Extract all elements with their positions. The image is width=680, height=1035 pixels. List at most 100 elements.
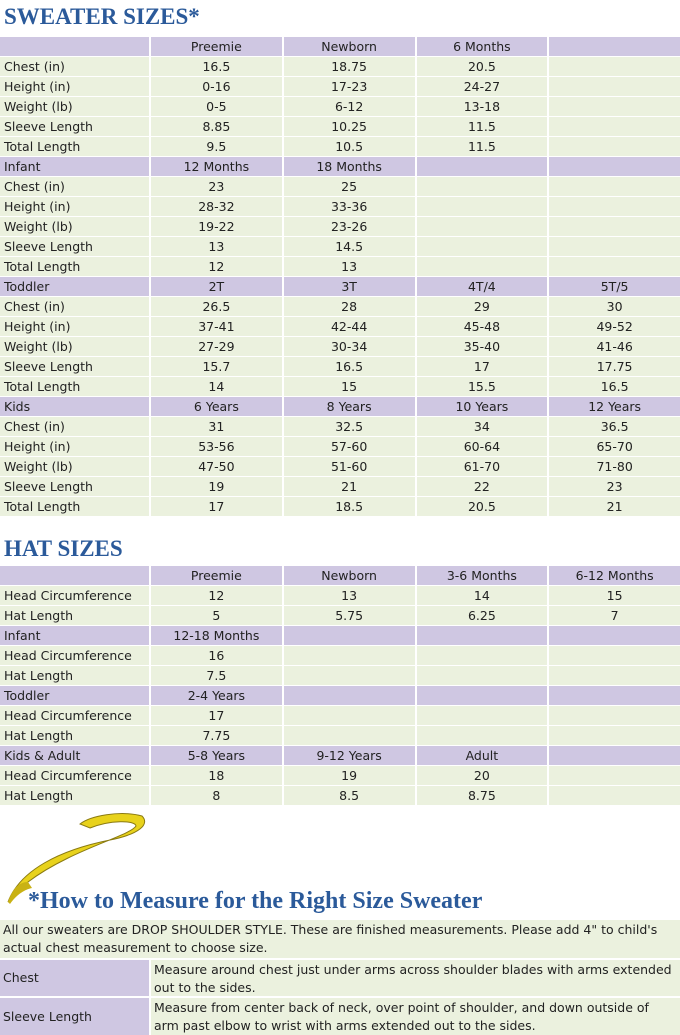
value-cell: 10.5 xyxy=(283,137,415,156)
row-label: Height (in) xyxy=(0,317,149,336)
value-cell: 11.5 xyxy=(416,117,548,136)
value-cell: 65-70 xyxy=(549,437,680,456)
value-cell: 17 xyxy=(151,497,282,516)
row-label: Chest (in) xyxy=(0,417,149,436)
row-label: Chest (in) xyxy=(0,177,149,196)
size-header: Adult xyxy=(416,746,548,765)
size-header xyxy=(416,626,548,645)
value-cell: 32.5 xyxy=(283,417,415,436)
value-cell xyxy=(416,706,548,725)
value-cell xyxy=(549,726,680,745)
value-cell: 11.5 xyxy=(416,137,548,156)
size-header: 12 Years xyxy=(549,397,680,416)
size-header: 12 Months xyxy=(151,157,282,176)
measure-row: Sleeve Length Measure from center back of… xyxy=(0,998,680,1035)
value-cell: 8.75 xyxy=(416,786,548,805)
row-label: Total Length xyxy=(0,137,149,156)
value-cell: 47-50 xyxy=(151,457,282,476)
size-header: Newborn xyxy=(283,566,415,585)
value-cell: 7 xyxy=(549,606,680,625)
size-header xyxy=(283,626,415,645)
value-cell: 18.5 xyxy=(283,497,415,516)
value-cell: 26.5 xyxy=(151,297,282,316)
group-label xyxy=(0,37,149,56)
value-cell: 18.75 xyxy=(283,57,415,76)
row-label: Weight (lb) xyxy=(0,337,149,356)
size-header: Preemie xyxy=(151,566,282,585)
size-header: 5T/5 xyxy=(549,277,680,296)
value-cell: 20 xyxy=(416,766,548,785)
size-header xyxy=(549,626,680,645)
value-cell: 22 xyxy=(416,477,548,496)
value-cell xyxy=(549,646,680,665)
value-cell: 7.5 xyxy=(151,666,282,685)
row-label: Sleeve Length xyxy=(0,237,149,256)
size-header: 2-4 Years xyxy=(151,686,282,705)
row-label: Hat Length xyxy=(0,606,149,625)
size-header: 4T/4 xyxy=(416,277,548,296)
value-cell: 20.5 xyxy=(416,497,548,516)
value-cell: 14 xyxy=(416,586,548,605)
size-header xyxy=(549,157,680,176)
measure-term: Sleeve Length xyxy=(0,998,149,1035)
measure-text: Measure around chest just under arms acr… xyxy=(151,960,680,996)
row-label: Head Circumference xyxy=(0,706,149,725)
value-cell xyxy=(549,137,680,156)
group-label: Toddler xyxy=(0,277,149,296)
intro-row: All our sweaters are DROP SHOULDER STYLE… xyxy=(0,920,680,958)
value-cell xyxy=(283,726,415,745)
value-cell: 12 xyxy=(151,257,282,276)
value-cell: 15 xyxy=(283,377,415,396)
row-label: Head Circumference xyxy=(0,646,149,665)
value-cell: 14.5 xyxy=(283,237,415,256)
value-cell: 25 xyxy=(283,177,415,196)
value-cell: 31 xyxy=(151,417,282,436)
value-cell: 17-23 xyxy=(283,77,415,96)
value-cell: 0-16 xyxy=(151,77,282,96)
size-header: 12-18 Months xyxy=(151,626,282,645)
row-label: Total Length xyxy=(0,377,149,396)
value-cell: 8 xyxy=(151,786,282,805)
row-label: Hat Length xyxy=(0,786,149,805)
row-label: Weight (lb) xyxy=(0,217,149,236)
value-cell: 17 xyxy=(416,357,548,376)
value-cell: 15 xyxy=(549,586,680,605)
measure-title: *How to Measure for the Right Size Sweat… xyxy=(28,888,483,914)
size-header: Newborn xyxy=(283,37,415,56)
value-cell: 5.75 xyxy=(283,606,415,625)
value-cell: 28-32 xyxy=(151,197,282,216)
group-label: Toddler xyxy=(0,686,149,705)
value-cell: 53-56 xyxy=(151,437,282,456)
row-label: Sleeve Length xyxy=(0,477,149,496)
value-cell: 41-46 xyxy=(549,337,680,356)
value-cell: 17 xyxy=(151,706,282,725)
size-header: 8 Years xyxy=(283,397,415,416)
sweater-table: Preemie Newborn 6 Months Chest (in) 16.5 18.7… xyxy=(0,37,680,517)
value-cell xyxy=(416,197,548,216)
size-header xyxy=(549,686,680,705)
group-label: Infant xyxy=(0,157,149,176)
row-label: Hat Length xyxy=(0,726,149,745)
value-cell xyxy=(549,177,680,196)
size-header: 6 Months xyxy=(416,37,548,56)
value-cell: 19 xyxy=(283,766,415,785)
value-cell: 23-26 xyxy=(283,217,415,236)
value-cell: 16.5 xyxy=(283,357,415,376)
value-cell: 6-12 xyxy=(283,97,415,116)
value-cell: 21 xyxy=(549,497,680,516)
value-cell: 5 xyxy=(151,606,282,625)
row-label: Sleeve Length xyxy=(0,357,149,376)
size-header: 3-6 Months xyxy=(416,566,548,585)
value-cell: 28 xyxy=(283,297,415,316)
row-label: Weight (lb) xyxy=(0,457,149,476)
size-header xyxy=(549,746,680,765)
value-cell xyxy=(549,766,680,785)
value-cell: 42-44 xyxy=(283,317,415,336)
value-cell: 23 xyxy=(549,477,680,496)
group-label: Infant xyxy=(0,626,149,645)
value-cell: 17.75 xyxy=(549,357,680,376)
value-cell xyxy=(549,237,680,256)
value-cell: 61-70 xyxy=(416,457,548,476)
row-label: Sleeve Length xyxy=(0,117,149,136)
value-cell xyxy=(416,666,548,685)
